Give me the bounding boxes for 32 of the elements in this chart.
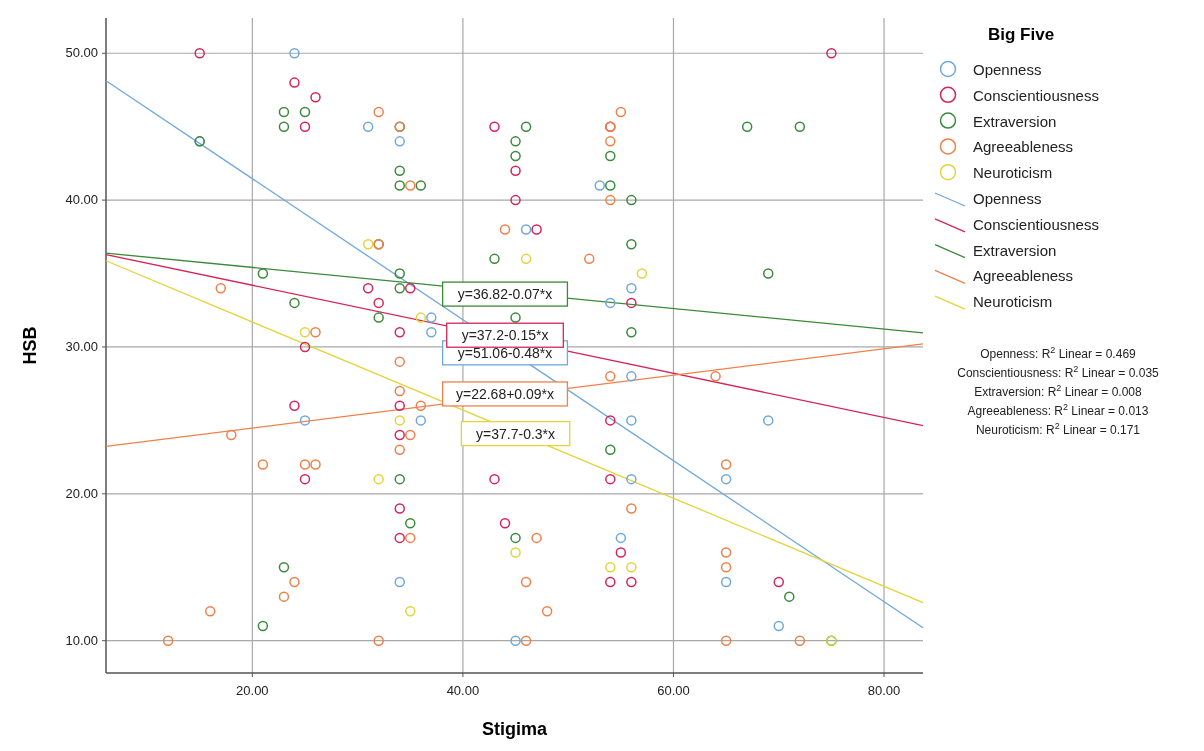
y-tick-label: 10.00 — [65, 632, 98, 648]
annotation: y=51.06-0.48*x — [457, 344, 553, 361]
annotation: y=36.82-0.07*x — [457, 286, 553, 303]
legend-label: Openness — [973, 190, 1042, 207]
legend-label: Conscientiousness — [973, 86, 1099, 104]
annotation: y=37.7-0.3*x — [476, 425, 556, 442]
x-tick-label: 20.00 — [236, 683, 269, 698]
y-tick-label: 20.00 — [65, 485, 98, 501]
legend-label: Conscientiousness — [973, 215, 1099, 233]
legend-label: Extraversion — [973, 241, 1057, 259]
text: Conscientiousness: R$^{2}$ Linear = 0.035 — [957, 364, 1160, 380]
y-tick-label: 30.00 — [65, 338, 98, 354]
x-axis-title: Stigima — [481, 719, 548, 739]
x-tick-label: 60.00 — [657, 683, 690, 698]
legend-label: Neuroticism — [973, 293, 1053, 311]
legend-title: Big Five — [988, 25, 1055, 44]
legend-label: Extraversion — [973, 112, 1057, 130]
x-tick-label: 80.00 — [867, 683, 901, 698]
y-tick-label: 40.00 — [65, 192, 98, 208]
legend-label: Openness — [973, 61, 1042, 78]
legend-label: Agreeableness — [973, 267, 1074, 285]
legend-label: Neuroticism — [973, 164, 1053, 182]
x-tick-label: 40.00 — [446, 683, 480, 698]
legend-label: Agreeableness — [973, 138, 1074, 156]
text: Openness: R$^{2}$ Linear = 0.469 — [980, 345, 1137, 361]
text: Neuroticism: R$^{2}$ Linear = 0.171 — [975, 421, 1141, 437]
y-axis-title: HSB — [20, 326, 40, 365]
text: Extraversion: R$^{2}$ Linear = 0.008 — [974, 383, 1143, 399]
annotation: y=22.68+0.09*x — [455, 385, 555, 402]
text: Agreeableness: R$^{2}$ Linear = 0.013 — [967, 402, 1149, 418]
y-tick-label: 50.00 — [65, 45, 98, 61]
annotation: y=37.2-0.15*x — [461, 327, 549, 344]
